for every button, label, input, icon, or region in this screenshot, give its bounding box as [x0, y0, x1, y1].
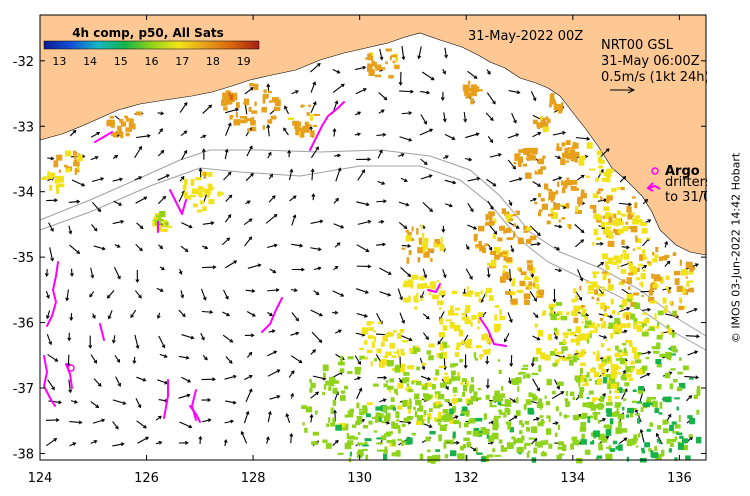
drifter-track-icon	[646, 182, 661, 192]
colorbar-tick-label: 14	[83, 55, 97, 68]
current-legend-model: NRT00 GSL	[601, 38, 674, 53]
colorbar-title: 4h comp, p50, All Sats	[72, 26, 224, 40]
right-margin	[707, 0, 750, 496]
argo-drifter-track	[309, 101, 345, 151]
land-mass	[39, 14, 707, 256]
argo-drifter-track	[99, 323, 105, 341]
y-tick-label: -36	[13, 317, 34, 332]
argo-drifter-track	[479, 317, 507, 347]
x-tick-label: 132	[454, 471, 479, 486]
colorbar-tick-label: 18	[206, 55, 220, 68]
map-frame	[39, 14, 707, 461]
colorbar-tick-label: 17	[175, 55, 189, 68]
colorbar-tick-label: 16	[145, 55, 159, 68]
argo-drifter-track	[169, 189, 187, 215]
argo-drifter-track	[163, 379, 169, 419]
x-tick-label: 136	[667, 471, 692, 486]
current-legend: NRT00 GSL 31-May 06:00Z 0.5m/s (1kt 24h)	[601, 38, 710, 94]
argo-float-marker	[67, 364, 75, 372]
x-tick-label: 130	[347, 471, 372, 486]
current-legend-scale: 0.5m/s (1kt 24h)	[601, 70, 710, 85]
argo-drifter-track	[261, 297, 283, 333]
argo-legend-title: Argo	[665, 164, 700, 179]
y-tick-label: -32	[13, 55, 34, 70]
date-label: 31-May-2022 00Z	[468, 29, 583, 44]
sst-patches	[41, 48, 702, 464]
isobath-contours	[39, 149, 707, 351]
scale-arrow-icon	[610, 86, 636, 94]
argo-drifter-track	[43, 355, 56, 407]
colorbar-tick-label: 13	[52, 55, 66, 68]
argo-drifter-track	[189, 405, 201, 423]
x-tick-label: 134	[560, 471, 585, 486]
current-legend-time: 31-May 06:00Z	[601, 54, 700, 69]
argo-drifter-tracks	[43, 101, 507, 423]
colorbar-tick-label: 19	[237, 55, 251, 68]
x-tick-label: 128	[241, 471, 266, 486]
argo-drifter-track	[94, 131, 113, 143]
argo-drifter-track	[191, 389, 197, 421]
argo-drifter-track	[427, 283, 441, 293]
argo-float-icon	[651, 167, 659, 175]
argo-drifter-track	[46, 261, 59, 327]
axis-ticks: 124 126 128 130 132 134 136 -32 -33 -34 -35 -36 -37 -…	[13, 15, 706, 486]
x-tick-label: 124	[28, 471, 53, 486]
y-tick-label: -35	[13, 251, 34, 266]
x-tick-label: 126	[134, 471, 159, 486]
y-tick-label: -34	[13, 186, 34, 201]
y-tick-label: -38	[13, 447, 34, 462]
colorbar-tick-label: 15	[114, 55, 128, 68]
current-arrows	[44, 45, 700, 452]
y-tick-label: -33	[13, 120, 34, 135]
y-tick-label: -37	[13, 382, 34, 397]
credit-text: © IMOS 03-Jun-2022 14:42 Hobart	[729, 152, 743, 344]
colorbar: 4h comp, p50, All Sats 13 14 15 16 17 18 19	[43, 26, 260, 68]
